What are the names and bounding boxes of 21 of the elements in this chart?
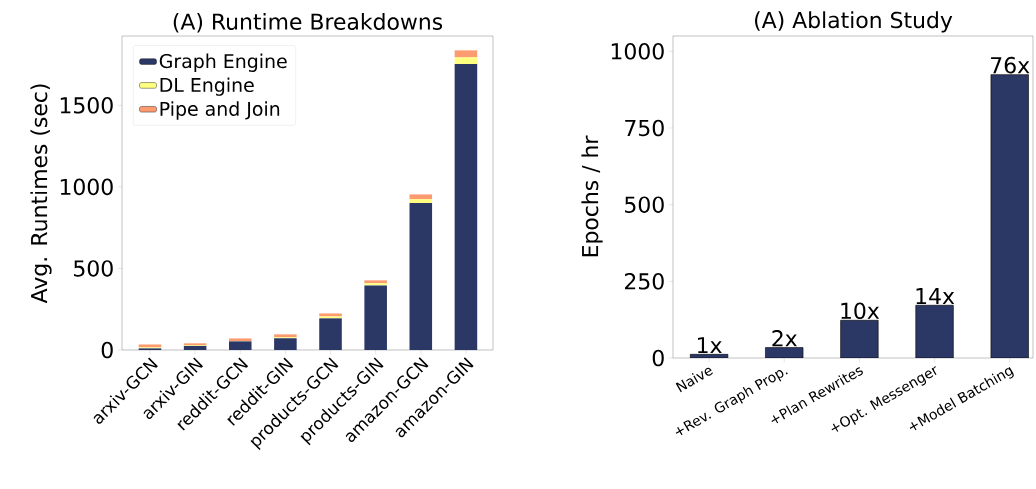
y-axis-title: Epochs / hr: [581, 135, 603, 257]
y-tick-label: 0: [652, 349, 664, 367]
y-tick-label: 500: [74, 260, 113, 277]
y-tick-label: 0: [101, 341, 113, 359]
legend-label: DL Engine: [160, 77, 254, 96]
y-axis-title: Avg. Runtimes (sec): [30, 84, 52, 304]
annotation: 10x: [841, 302, 880, 320]
annotation: 1x: [698, 337, 722, 354]
y-tick-label: 1000: [611, 43, 664, 60]
y-tick-label: 1500: [60, 97, 113, 114]
y-tick-label: 500: [625, 196, 664, 213]
legend-label: Graph Engine: [159, 53, 287, 72]
annotation: 76x: [991, 56, 1030, 74]
legend-label: Pipe and Join: [160, 101, 280, 120]
chart-title: (A) Runtime Breakdowns: [173, 12, 443, 33]
annotation: 2x: [772, 330, 797, 347]
annotation: 14x: [916, 288, 955, 305]
y-tick-label: 750: [625, 119, 664, 137]
y-tick-label: 250: [625, 273, 664, 290]
y-tick-label: 1000: [60, 178, 113, 196]
chart-title: (A) Ablation Study: [755, 11, 953, 33]
